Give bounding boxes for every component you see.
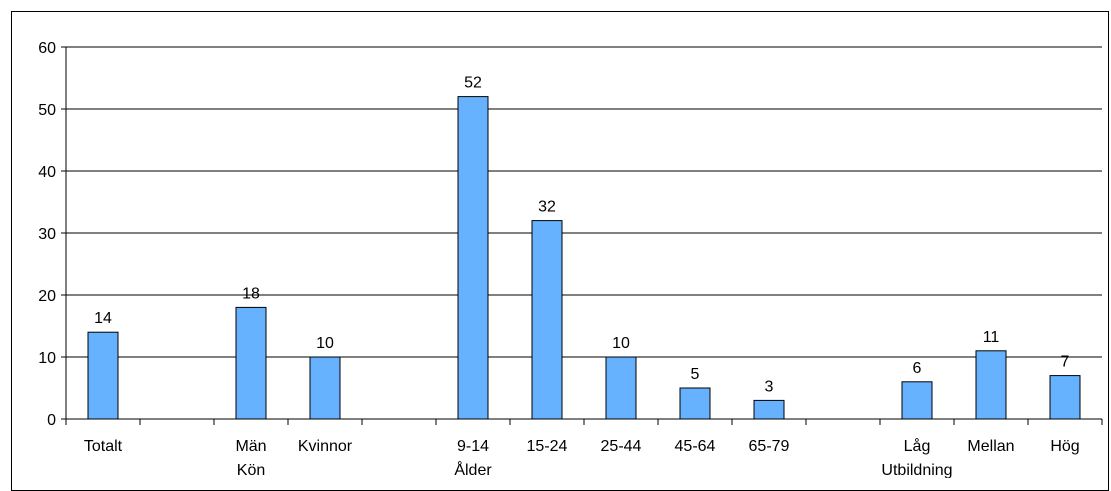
y-tick-label: 10 [38, 350, 56, 367]
chart-container: 0 10 20 30 40 50 60 14 Totalt 18 Män 10 Kvinnor 52 9-1… [11, 11, 1109, 491]
x-tick-label: 9-14 [457, 438, 489, 455]
bar [605, 356, 637, 420]
data-label: 32 [538, 199, 556, 216]
x-tick-label: Kvinnor [298, 438, 353, 455]
group-label: Kön [237, 462, 265, 478]
bar [1049, 375, 1081, 420]
x-tick-label: Hög [1050, 438, 1079, 455]
bar [531, 220, 563, 420]
data-label: 5 [691, 366, 700, 383]
data-label: 3 [765, 378, 774, 395]
y-tick-label: 20 [38, 288, 56, 305]
group-label: Ålder [454, 460, 492, 478]
x-tick-label: 45-64 [675, 438, 716, 455]
x-tick-label: Totalt [84, 438, 123, 455]
x-tick-label: Låg [904, 437, 931, 455]
data-label: 10 [316, 335, 334, 352]
bar [753, 399, 785, 420]
group-label: Utbildning [881, 462, 952, 478]
x-tick-label: 65-79 [749, 438, 790, 455]
bar [901, 381, 933, 420]
y-tick-label: 60 [38, 40, 56, 57]
bar [457, 96, 489, 420]
y-tick-label: 50 [38, 102, 56, 119]
data-label: 52 [464, 75, 482, 92]
bar [235, 306, 267, 420]
bar [679, 387, 711, 420]
x-tick-label: Mellan [967, 438, 1014, 455]
data-label: 6 [913, 360, 922, 377]
y-tick-label: 30 [38, 226, 56, 243]
y-tick-label: 0 [47, 412, 56, 429]
bar [309, 356, 341, 420]
bar [87, 331, 119, 420]
data-label: 14 [94, 310, 112, 327]
bar-chart: 0 10 20 30 40 50 60 14 Totalt 18 Män 10 Kvinnor 52 9-1… [38, 40, 1103, 478]
data-label: 7 [1061, 354, 1070, 371]
data-label: 11 [983, 329, 1000, 346]
data-label: 10 [612, 335, 630, 352]
x-tick-label: 25-44 [601, 438, 642, 455]
y-tick-label: 40 [38, 164, 56, 181]
x-tick-label: 15-24 [527, 438, 568, 455]
bar [975, 350, 1007, 420]
x-tick-label: Män [235, 438, 266, 455]
data-label: 18 [242, 285, 260, 302]
